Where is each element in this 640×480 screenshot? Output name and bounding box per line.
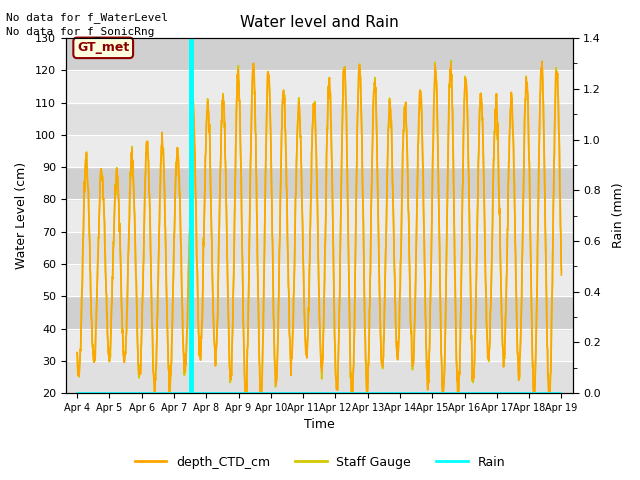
Bar	[66, 135, 573, 167]
Staff Gauge	[111, 207, 118, 213]
Bar	[66, 167, 573, 200]
Bar	[66, 329, 573, 361]
Text: No data for f_WaterLevel: No data for f_WaterLevel	[6, 12, 168, 23]
depth_CTD_cm	[111, 203, 118, 209]
Staff Gauge	[279, 90, 287, 96]
depth_CTD_cm	[131, 206, 138, 212]
Line: Staff Gauge: Staff Gauge	[77, 60, 561, 393]
depth_CTD_cm	[538, 58, 546, 64]
depth_CTD_cm	[166, 390, 173, 396]
depth_CTD_cm	[279, 97, 287, 103]
Y-axis label: Rain (mm): Rain (mm)	[612, 183, 625, 249]
Line: depth_CTD_cm: depth_CTD_cm	[77, 61, 561, 393]
Legend: depth_CTD_cm, Staff Gauge, Rain: depth_CTD_cm, Staff Gauge, Rain	[130, 451, 510, 474]
Text: GT_met: GT_met	[77, 41, 129, 54]
Staff Gauge	[557, 267, 565, 273]
Bar	[66, 200, 573, 232]
X-axis label: Time: Time	[304, 419, 335, 432]
Bar	[66, 361, 573, 393]
Bar	[66, 296, 573, 329]
Staff Gauge	[447, 58, 455, 63]
depth_CTD_cm	[557, 272, 565, 278]
depth_CTD_cm	[298, 184, 305, 190]
depth_CTD_cm	[289, 325, 297, 331]
Staff Gauge	[349, 375, 357, 381]
depth_CTD_cm	[73, 349, 81, 355]
Staff Gauge	[151, 390, 159, 396]
Bar	[66, 71, 573, 103]
Title: Water level and Rain: Water level and Rain	[240, 15, 399, 30]
Bar	[66, 6, 573, 38]
Bar	[66, 264, 573, 296]
Staff Gauge	[73, 350, 81, 356]
Staff Gauge	[131, 205, 138, 211]
Bar	[66, 232, 573, 264]
Staff Gauge	[289, 324, 297, 329]
Staff Gauge	[298, 186, 305, 192]
Bar	[66, 103, 573, 135]
Bar	[66, 38, 573, 71]
Y-axis label: Water Level (cm): Water Level (cm)	[15, 162, 28, 269]
depth_CTD_cm	[349, 374, 357, 380]
Text: No data for f_SonicRng: No data for f_SonicRng	[6, 26, 155, 37]
